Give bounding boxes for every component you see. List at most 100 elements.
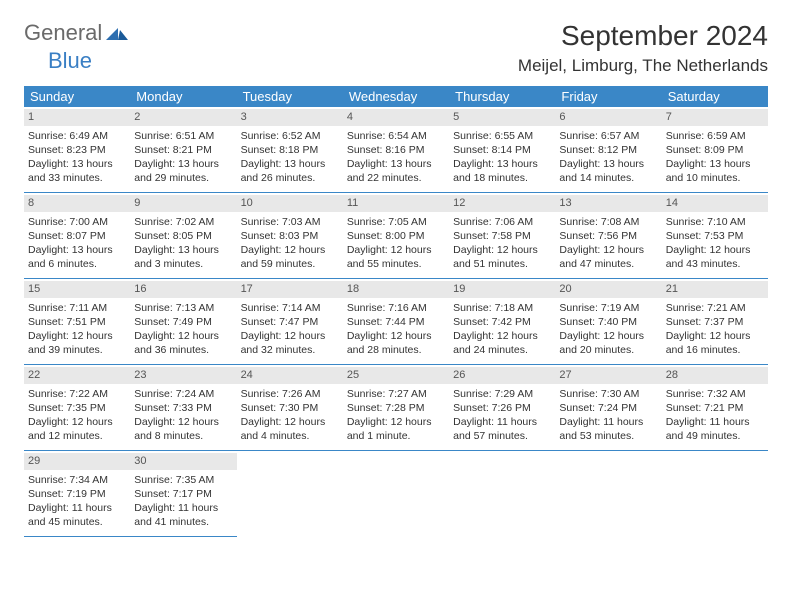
- daylight-text: Daylight: 13 hours and 29 minutes.: [134, 157, 232, 185]
- sunset-text: Sunset: 7:53 PM: [666, 229, 764, 243]
- calendar-cell: 25Sunrise: 7:27 AMSunset: 7:28 PMDayligh…: [343, 365, 449, 451]
- calendar-cell: 27Sunrise: 7:30 AMSunset: 7:24 PMDayligh…: [555, 365, 661, 451]
- day-number: 16: [130, 281, 236, 298]
- day-number: 10: [237, 195, 343, 212]
- sunrise-text: Sunrise: 7:11 AM: [28, 301, 126, 315]
- daylight-text: Daylight: 12 hours and 12 minutes.: [28, 415, 126, 443]
- calendar-cell: 24Sunrise: 7:26 AMSunset: 7:30 PMDayligh…: [237, 365, 343, 451]
- daylight-text: Daylight: 12 hours and 39 minutes.: [28, 329, 126, 357]
- sunrise-text: Sunrise: 7:18 AM: [453, 301, 551, 315]
- day-number: 4: [343, 109, 449, 126]
- sunset-text: Sunset: 8:09 PM: [666, 143, 764, 157]
- daylight-text: Daylight: 13 hours and 18 minutes.: [453, 157, 551, 185]
- daylight-text: Daylight: 11 hours and 45 minutes.: [28, 501, 126, 529]
- weekday-friday: Friday: [555, 86, 661, 107]
- daylight-text: Daylight: 11 hours and 57 minutes.: [453, 415, 551, 443]
- sunrise-text: Sunrise: 7:32 AM: [666, 387, 764, 401]
- sunset-text: Sunset: 7:44 PM: [347, 315, 445, 329]
- calendar-cell: 17Sunrise: 7:14 AMSunset: 7:47 PMDayligh…: [237, 279, 343, 365]
- calendar-cell: [237, 451, 343, 537]
- calendar-cell: 14 Sunrise: 7:10 AMSunset: 7:53 PMDayligh…: [662, 193, 768, 279]
- day-number: 28: [662, 367, 768, 384]
- sunrise-text: Sunrise: 7:22 AM: [28, 387, 126, 401]
- sunrise-text: Sunrise: 7:05 AM: [347, 215, 445, 229]
- weekday-sunday: Sunday: [24, 86, 130, 107]
- daylight-text: Daylight: 13 hours and 6 minutes.: [28, 243, 126, 271]
- sunset-text: Sunset: 8:14 PM: [453, 143, 551, 157]
- day-number: 9: [130, 195, 236, 212]
- logo-icon: [106, 20, 128, 46]
- sunrise-text: Sunrise: 7:00 AM: [28, 215, 126, 229]
- sunrise-text: Sunrise: 7:19 AM: [559, 301, 657, 315]
- sunrise-text: Sunrise: 6:59 AM: [666, 129, 764, 143]
- sunset-text: Sunset: 8:23 PM: [28, 143, 126, 157]
- daylight-text: Daylight: 12 hours and 51 minutes.: [453, 243, 551, 271]
- calendar-cell: 19Sunrise: 7:18 AMSunset: 7:42 PMDayligh…: [449, 279, 555, 365]
- day-number: 19: [449, 281, 555, 298]
- location-text: Meijel, Limburg, The Netherlands: [518, 56, 768, 76]
- calendar-cell: 3Sunrise: 6:52 AMSunset: 8:18 PMDaylight…: [237, 107, 343, 193]
- sunrise-text: Sunrise: 6:52 AM: [241, 129, 339, 143]
- day-number: 12: [449, 195, 555, 212]
- sunrise-text: Sunrise: 7:10 AM: [666, 215, 764, 229]
- sunset-text: Sunset: 8:07 PM: [28, 229, 126, 243]
- day-number: 25: [343, 367, 449, 384]
- sunset-text: Sunset: 7:37 PM: [666, 315, 764, 329]
- calendar-cell: 16Sunrise: 7:13 AMSunset: 7:49 PMDayligh…: [130, 279, 236, 365]
- calendar-cell: 26Sunrise: 7:29 AMSunset: 7:26 PMDayligh…: [449, 365, 555, 451]
- sunrise-text: Sunrise: 7:30 AM: [559, 387, 657, 401]
- page-title: September 2024: [561, 20, 768, 52]
- logo-text-blue: Blue: [48, 48, 92, 74]
- calendar-cell: 23 Sunrise: 7:24 AMSunset: 7:33 PMDayligh…: [130, 365, 236, 451]
- daylight-text: Daylight: 12 hours and 8 minutes.: [134, 415, 232, 443]
- sunset-text: Sunset: 7:47 PM: [241, 315, 339, 329]
- sunset-text: Sunset: 7:40 PM: [559, 315, 657, 329]
- sunrise-text: Sunrise: 7:24 AM: [134, 387, 232, 401]
- sunrise-text: Sunrise: 6:54 AM: [347, 129, 445, 143]
- calendar-cell: 5 Sunrise: 6:55 AMSunset: 8:14 PMDaylight…: [449, 107, 555, 193]
- sunrise-text: Sunrise: 7:06 AM: [453, 215, 551, 229]
- day-number: 14: [662, 195, 768, 212]
- day-number: 27: [555, 367, 661, 384]
- day-number: 1: [24, 109, 130, 126]
- daylight-text: Daylight: 12 hours and 36 minutes.: [134, 329, 232, 357]
- day-number: 13: [555, 195, 661, 212]
- sunset-text: Sunset: 7:33 PM: [134, 401, 232, 415]
- daylight-text: Daylight: 12 hours and 16 minutes.: [666, 329, 764, 357]
- day-number: 2: [130, 109, 236, 126]
- sunrise-text: Sunrise: 6:51 AM: [134, 129, 232, 143]
- calendar-cell: 4Sunrise: 6:54 AMSunset: 8:16 PMDaylight…: [343, 107, 449, 193]
- calendar-cell: 18Sunrise: 7:16 AMSunset: 7:44 PMDayligh…: [343, 279, 449, 365]
- calendar-cell: 6Sunrise: 6:57 AMSunset: 8:12 PMDaylight…: [555, 107, 661, 193]
- sunset-text: Sunset: 7:24 PM: [559, 401, 657, 415]
- calendar-cell: 9Sunrise: 7:02 AMSunset: 8:05 PMDaylight…: [130, 193, 236, 279]
- day-number: 7: [662, 109, 768, 126]
- calendar-cell: [555, 451, 661, 537]
- calendar-cell: 29Sunrise: 7:34 AMSunset: 7:19 PMDayligh…: [24, 451, 130, 537]
- calendar-header-row: Sunday Monday Tuesday Wednesday Thursday…: [24, 86, 768, 107]
- sunrise-text: Sunrise: 6:57 AM: [559, 129, 657, 143]
- sunset-text: Sunset: 7:30 PM: [241, 401, 339, 415]
- day-number: 18: [343, 281, 449, 298]
- calendar-cell: 12Sunrise: 7:06 AMSunset: 7:58 PMDayligh…: [449, 193, 555, 279]
- calendar-cell: 2Sunrise: 6:51 AMSunset: 8:21 PMDaylight…: [130, 107, 236, 193]
- sunset-text: Sunset: 8:12 PM: [559, 143, 657, 157]
- day-number: 8: [24, 195, 130, 212]
- day-number: 11: [343, 195, 449, 212]
- sunset-text: Sunset: 7:19 PM: [28, 487, 126, 501]
- sunset-text: Sunset: 8:16 PM: [347, 143, 445, 157]
- weekday-wednesday: Wednesday: [343, 86, 449, 107]
- day-number: 20: [555, 281, 661, 298]
- day-number: 23: [130, 367, 236, 384]
- sunrise-text: Sunrise: 6:55 AM: [453, 129, 551, 143]
- sunrise-text: Sunrise: 7:02 AM: [134, 215, 232, 229]
- day-number: 5: [449, 109, 555, 126]
- sunrise-text: Sunrise: 7:29 AM: [453, 387, 551, 401]
- weekday-tuesday: Tuesday: [237, 86, 343, 107]
- daylight-text: Daylight: 13 hours and 14 minutes.: [559, 157, 657, 185]
- daylight-text: Daylight: 12 hours and 43 minutes.: [666, 243, 764, 271]
- calendar-cell: [343, 451, 449, 537]
- calendar-cell: 13Sunrise: 7:08 AMSunset: 7:56 PMDayligh…: [555, 193, 661, 279]
- sunset-text: Sunset: 7:17 PM: [134, 487, 232, 501]
- calendar-cell: 21Sunrise: 7:21 AMSunset: 7:37 PMDayligh…: [662, 279, 768, 365]
